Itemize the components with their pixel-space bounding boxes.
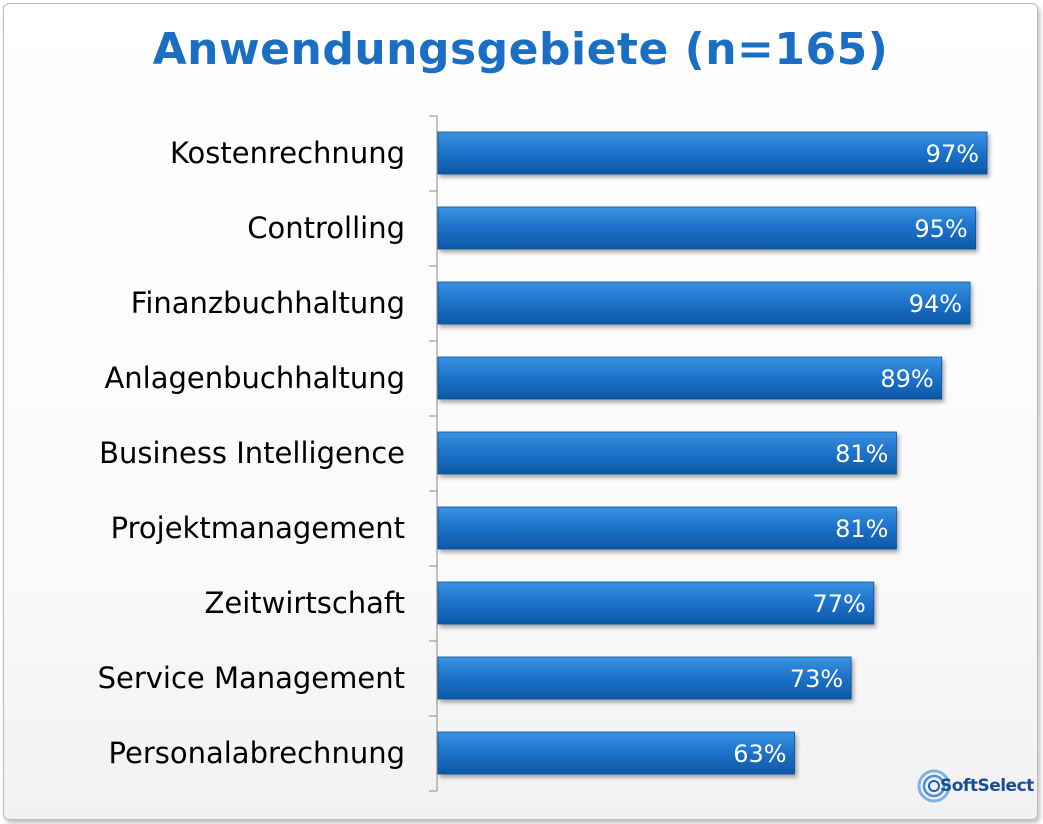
category-label: Controlling [247, 211, 405, 245]
value-label: 77% [812, 590, 865, 618]
logo-swirl-icon [917, 769, 951, 803]
bar-service-management [437, 656, 852, 700]
category-label: Anlagenbuchhaltung [104, 361, 405, 395]
bar-chart: Kostenrechnung 97% Controlling 95% Finanzbuc… [98, 115, 988, 792]
value-label: 95% [914, 215, 967, 243]
value-label: 97% [926, 140, 979, 168]
bar-controlling [437, 206, 977, 250]
category-label: Personalabrechnung [109, 736, 405, 770]
value-label: 89% [880, 365, 933, 393]
value-label: 81% [835, 515, 888, 543]
value-label: 94% [909, 290, 962, 318]
bar-business-intelligence [437, 431, 897, 475]
category-label: Service Management [98, 661, 405, 695]
value-label: 63% [733, 740, 786, 768]
slide-frame: Anwendungsgebiete (n=165) Kostenrechnung… [3, 3, 1038, 820]
category-label: Finanzbuchhaltung [131, 286, 405, 320]
chart-title: Anwendungsgebiete (n=165) [152, 24, 889, 75]
bar-finanzbuchhaltung [437, 281, 971, 325]
bar-kostenrechnung [437, 131, 988, 175]
bar-personalabrechnung [437, 731, 795, 775]
bar-projektmanagement [437, 506, 897, 550]
bar-anlagenbuchhaltung [437, 356, 943, 400]
bar-zeitwirtschaft [437, 581, 875, 625]
labels-layer: Kostenrechnung 97% Controlling 95% Finanzbuc… [98, 136, 979, 770]
value-label: 73% [790, 665, 843, 693]
softselect-logo: SoftSelect [914, 764, 1034, 809]
value-label: 81% [835, 440, 888, 468]
category-label: Kostenrechnung [170, 136, 405, 170]
category-label: Zeitwirtschaft [205, 586, 405, 620]
axis-layer [429, 115, 438, 792]
category-label: Business Intelligence [99, 436, 405, 470]
bars-layer [437, 131, 988, 775]
category-label: Projektmanagement [111, 511, 405, 545]
logo-text: SoftSelect [940, 776, 1034, 796]
